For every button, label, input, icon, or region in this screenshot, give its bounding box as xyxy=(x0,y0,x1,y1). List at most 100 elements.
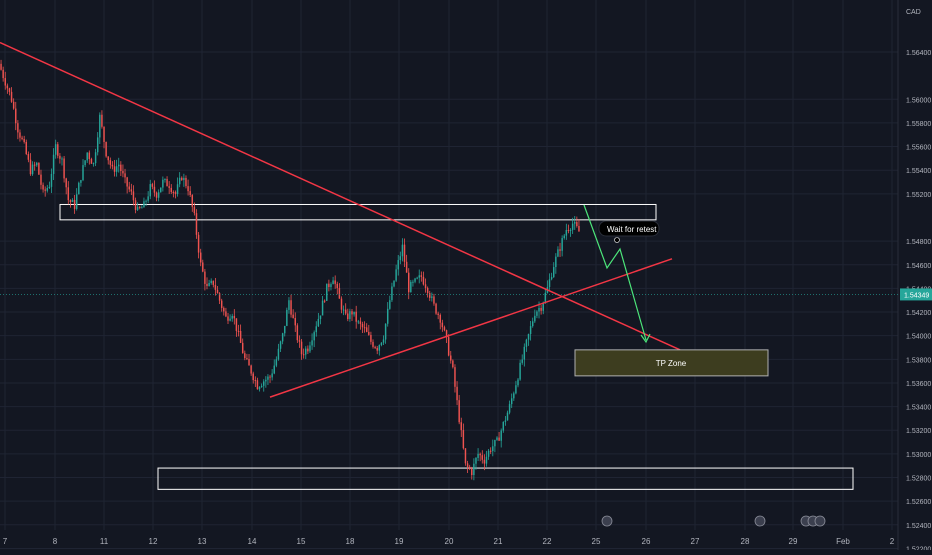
candle-body xyxy=(65,178,67,188)
y-tick-label: 1.52200 xyxy=(906,546,931,550)
candle-body xyxy=(244,353,246,359)
candle-body xyxy=(401,244,404,257)
candle-body xyxy=(424,284,427,288)
candle-body xyxy=(59,155,61,159)
candle-body xyxy=(101,114,103,127)
candle-body xyxy=(38,162,40,175)
candle-body xyxy=(389,300,391,309)
x-tick-label: 28 xyxy=(741,537,750,546)
candle-body xyxy=(485,456,488,464)
candle-body xyxy=(178,177,181,185)
candle-body xyxy=(479,453,481,456)
candle-body xyxy=(265,379,267,382)
candle-body xyxy=(462,430,465,449)
candle-body xyxy=(502,421,505,431)
y-tick-label: 1.53600 xyxy=(906,381,931,388)
candle-body xyxy=(109,160,112,165)
y-tick-label: 1.54800 xyxy=(906,239,931,246)
candle-body xyxy=(252,373,254,381)
event-marker-icon[interactable] xyxy=(601,515,613,527)
candle-body xyxy=(523,346,526,360)
candle-body xyxy=(468,466,471,469)
event-marker-icon[interactable] xyxy=(814,515,826,527)
candle-body xyxy=(111,164,114,167)
candle-body xyxy=(355,311,357,322)
candle-body xyxy=(323,300,326,302)
trend-line-ascending[interactable] xyxy=(269,258,673,398)
candle-body xyxy=(450,355,452,361)
candle-body xyxy=(149,184,151,197)
candle-body xyxy=(46,188,49,191)
tp-zone-box[interactable] xyxy=(574,349,769,377)
candle-body xyxy=(563,235,565,239)
candle-body xyxy=(10,91,13,102)
x-tick-label: 20 xyxy=(445,537,454,546)
candle-body xyxy=(63,158,65,179)
candle-body xyxy=(481,455,484,460)
candle-body xyxy=(529,326,532,335)
candle-body xyxy=(2,69,4,79)
y-tick-label: 1.54200 xyxy=(906,310,931,317)
candle-body xyxy=(344,309,347,314)
candle-body xyxy=(185,177,187,187)
candle-body xyxy=(471,468,473,476)
candle-body xyxy=(372,341,374,347)
event-marker-icon[interactable] xyxy=(754,515,766,527)
currency-label: CAD xyxy=(906,9,921,16)
x-tick-label: 12 xyxy=(149,537,158,546)
candle-body xyxy=(172,191,175,193)
candle-body xyxy=(498,437,500,441)
candle-body xyxy=(90,158,93,164)
candle-body xyxy=(115,166,118,172)
candle-body xyxy=(298,340,301,342)
retest-callout-box[interactable] xyxy=(598,220,660,237)
candle-body xyxy=(466,463,469,467)
candle-body xyxy=(458,400,460,423)
y-tick-label: 1.55800 xyxy=(906,121,931,128)
candle-body xyxy=(426,287,429,294)
candle-body xyxy=(317,318,320,327)
candle-body xyxy=(447,337,450,356)
candle-body xyxy=(23,139,25,142)
candle-body xyxy=(510,398,513,405)
y-tick-label: 1.53200 xyxy=(906,428,931,435)
candle-body xyxy=(315,326,318,333)
candle-body xyxy=(340,298,343,310)
y-tick-label: 1.54000 xyxy=(906,334,931,341)
candle-body xyxy=(160,187,162,193)
candle-body xyxy=(395,269,397,281)
candle-body xyxy=(492,446,494,452)
candle-body xyxy=(269,376,271,378)
candle-body xyxy=(363,327,366,329)
candle-body xyxy=(40,174,42,185)
candle-body xyxy=(191,195,194,207)
candle-body xyxy=(275,359,278,366)
candles xyxy=(0,59,580,481)
candle-body xyxy=(326,283,328,301)
candle-body xyxy=(525,339,528,347)
candle-body xyxy=(349,311,351,320)
candle-body xyxy=(107,156,109,161)
candle-body xyxy=(414,278,416,282)
candle-body xyxy=(399,256,402,261)
candle-body xyxy=(181,177,183,181)
candle-body xyxy=(454,367,456,387)
candle-body xyxy=(365,327,368,332)
candle-body xyxy=(147,196,149,201)
annotations[interactable]: Wait for retest TP Zone xyxy=(574,204,826,527)
candle-body xyxy=(233,315,236,319)
trend-line-descending[interactable] xyxy=(0,41,681,351)
trend-lines[interactable] xyxy=(0,41,681,398)
candle-body xyxy=(157,192,160,198)
y-tick-label: 1.55400 xyxy=(906,168,931,175)
x-tick-label: 25 xyxy=(592,537,601,546)
candle-body xyxy=(519,362,521,380)
candle-body xyxy=(286,309,288,326)
callout-pointer-icon xyxy=(614,237,620,243)
candle-body xyxy=(214,284,217,290)
candle-body xyxy=(254,380,257,382)
candle-body xyxy=(0,63,2,70)
candle-body xyxy=(578,226,580,232)
